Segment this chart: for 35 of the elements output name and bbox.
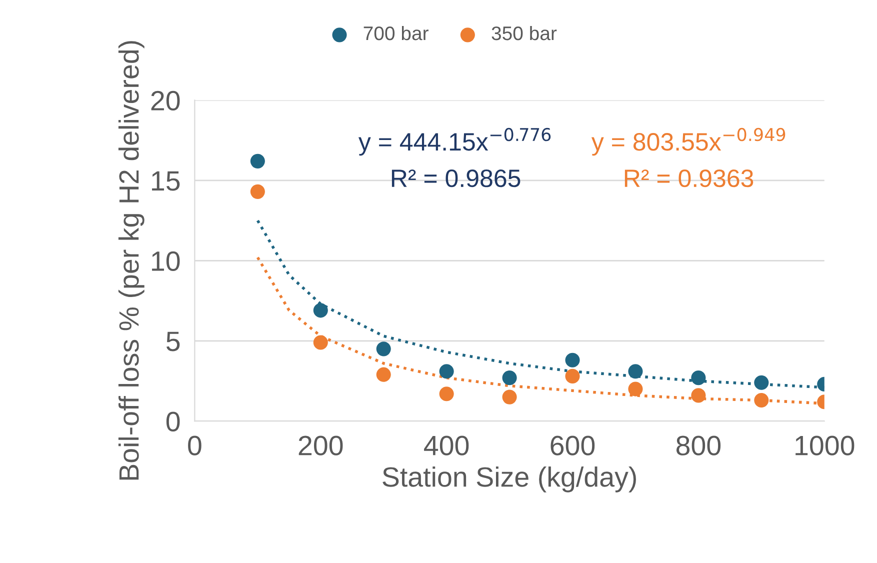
x-tick-label: 400 (424, 436, 469, 456)
y-tick-label: 0 (166, 412, 180, 432)
point (628, 382, 643, 396)
text: y = 803.55x$^{−0.949}$ R² = 0.9363 (591, 128, 786, 188)
point (754, 375, 769, 390)
x-tick-label: 800 (676, 436, 721, 456)
y-tick-label: 15 (152, 171, 180, 191)
text: y = 444.15x$^{−0.776}$ R² = 0.9865 (358, 128, 551, 188)
y-tick-label: 5 (166, 332, 180, 352)
point (439, 364, 454, 379)
point (250, 154, 265, 168)
point (691, 370, 706, 386)
point (691, 388, 706, 403)
x-tick-label: 1000 (796, 436, 854, 456)
x-tick-label: 600 (550, 436, 595, 456)
point (313, 335, 328, 350)
point (565, 368, 580, 384)
x-axis-title: Station Size (kg/day) (382, 466, 636, 492)
point (565, 352, 580, 368)
x-tick-label: 200 (298, 436, 343, 456)
point (313, 303, 328, 318)
point (502, 390, 517, 404)
y-tick-label: 20 (151, 90, 180, 111)
point (376, 342, 391, 356)
point (628, 364, 643, 379)
y-axis-title: Boil-off loss % (per kg H2 delivered) (118, 41, 144, 480)
legend-label: 350 bar (492, 26, 557, 40)
legend-label: 700 bar (364, 26, 428, 40)
point (754, 392, 769, 408)
point (502, 370, 517, 386)
x-tick-label: 0 (188, 436, 202, 456)
point (439, 386, 454, 402)
point (250, 184, 265, 199)
y-tick-label: 10 (152, 251, 180, 272)
point (376, 367, 391, 382)
